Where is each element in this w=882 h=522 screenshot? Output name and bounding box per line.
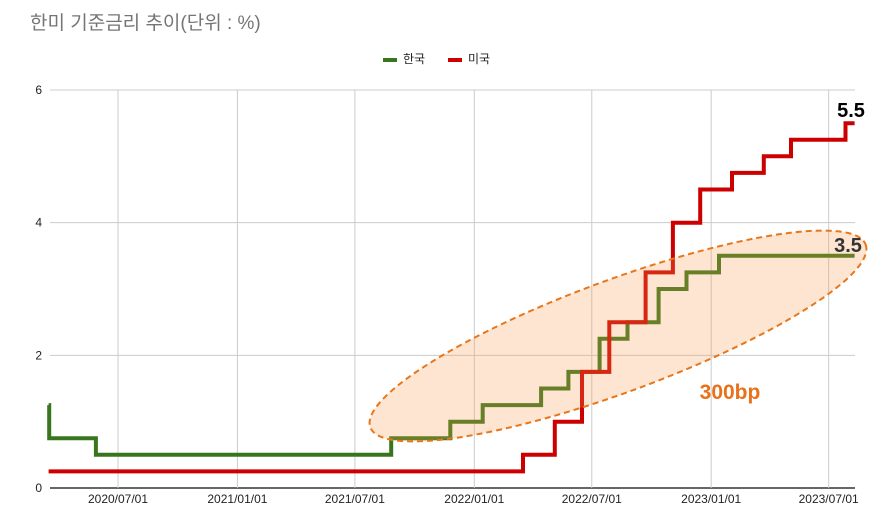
x-tick-label: 2022/01/01	[444, 492, 504, 506]
y-tick-label: 6	[35, 83, 42, 97]
spread-label: 300bp	[700, 381, 761, 404]
y-tick-label: 2	[35, 348, 42, 362]
x-tick-label: 2021/01/01	[207, 492, 267, 506]
x-tick-label: 2021/07/01	[325, 492, 385, 506]
x-axis-ticks: 2020/07/01 2021/01/01 2021/07/01 2022/01/01…	[88, 492, 859, 506]
y-axis-ticks: 0 2 4 6	[35, 83, 42, 495]
legend-label-us: 미국	[468, 52, 490, 66]
x-tick-label: 2023/01/01	[681, 492, 741, 506]
series-line-us	[48, 121, 855, 474]
series-lines	[47, 121, 855, 474]
y-tick-label: 4	[35, 216, 42, 230]
legend-swatch-korea	[383, 58, 397, 62]
legend-item-us[interactable]: 미국	[448, 52, 490, 66]
us-last-value-label: 5.5	[837, 100, 865, 122]
legend-label-korea: 한국	[403, 52, 425, 66]
legend: 한국 미국	[383, 52, 490, 66]
x-tick-label: 2023/07/01	[799, 492, 859, 506]
highlight-ellipse	[368, 229, 868, 443]
x-tick-label: 2020/07/01	[88, 492, 148, 506]
x-tick-label: 2022/07/01	[562, 492, 622, 506]
kr-last-value-label: 3.5	[834, 235, 862, 257]
chart-title: 한미 기준금리 추이(단위 : %)	[30, 12, 261, 34]
legend-swatch-us	[448, 58, 462, 62]
series-line-korea	[47, 253, 855, 457]
gridlines	[50, 89, 855, 489]
y-tick-label: 0	[35, 481, 42, 495]
legend-item-korea[interactable]: 한국	[383, 52, 425, 66]
